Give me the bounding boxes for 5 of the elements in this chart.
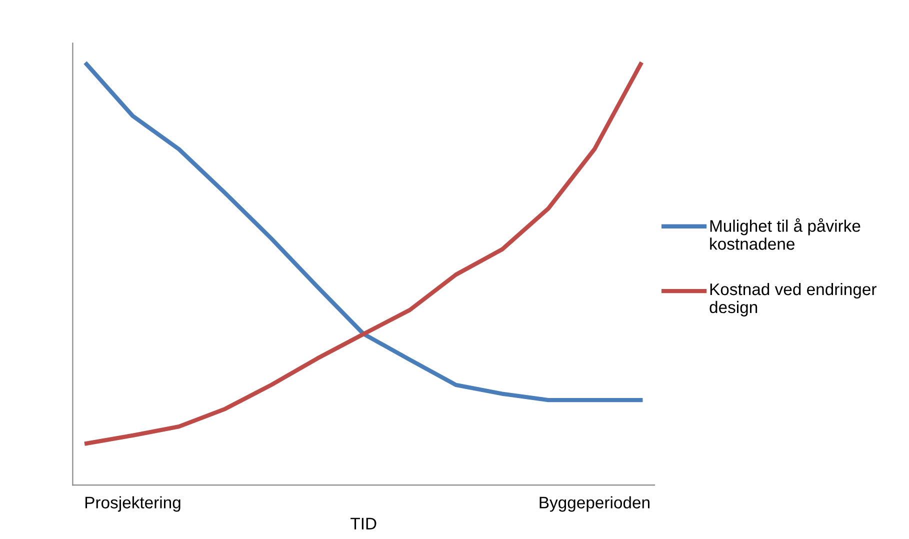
x-axis-title: TID (350, 518, 376, 530)
legend-label: Mulighet til å påvirke kostnadene (710, 218, 860, 250)
x-tick-label: Prosjektering (85, 496, 180, 512)
x-tick-label: Byggeperioden (540, 496, 650, 512)
legend-label: Kostnad ved endringer design (710, 282, 876, 316)
